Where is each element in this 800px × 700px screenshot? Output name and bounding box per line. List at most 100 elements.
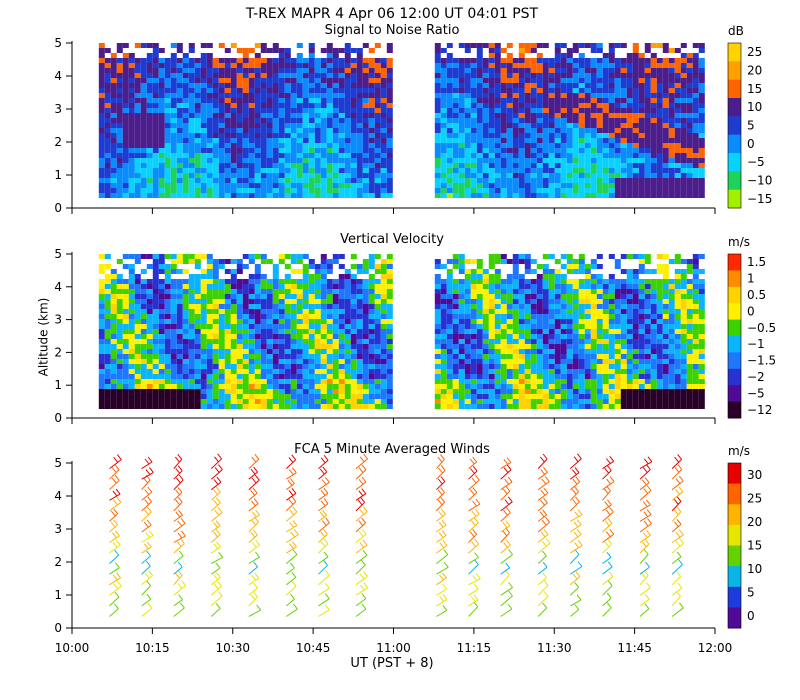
colorbar-tick-label: 5 — [747, 119, 755, 133]
y-tick-label: 3 — [54, 522, 62, 536]
x-tick-label: 10:00 — [55, 641, 90, 655]
colorbar-unit: m/s — [728, 444, 750, 458]
x-tick-label: 12:00 — [698, 641, 733, 655]
colorbar-swatch — [728, 352, 741, 370]
colorbar-tick-label: −12 — [747, 403, 772, 417]
axes-panel-2: 0 1 2 3 4 5 — [54, 456, 716, 635]
colorbar-tick-label: 25 — [747, 491, 762, 505]
x-tick-label: 11:15 — [457, 641, 492, 655]
y-tick-label: 2 — [54, 555, 62, 569]
y-tick-label: 4 — [54, 280, 62, 294]
colorbar-1: m/s 1.5 1 0.5 0 −0.5 −1 −1.5 −2 −5 −12 — [727, 235, 776, 419]
colorbar-tick-label: 1.5 — [747, 255, 766, 269]
chart-main-title: T-REX MAPR 4 Apr 06 12:00 UT 04:01 PST — [245, 6, 539, 22]
colorbar-tick-label: 20 — [747, 64, 762, 78]
colorbar-tick-label: −1 — [747, 337, 765, 351]
colorbar-swatch — [728, 607, 741, 629]
colorbar-tick-label: 0.5 — [747, 288, 766, 302]
y-tick-label: 4 — [54, 69, 62, 83]
colorbar-tick-label: −0.5 — [747, 321, 776, 335]
y-tick-label: 5 — [54, 36, 62, 50]
colorbar-tick-label: 15 — [747, 82, 762, 96]
colorbar-frame — [727, 253, 742, 419]
x-axis-label: UT (PST + 8) — [350, 656, 434, 671]
colorbar-swatch — [728, 171, 741, 191]
x-tick-label: 11:00 — [376, 641, 411, 655]
x-tick-label: 11:45 — [617, 641, 652, 655]
y-tick-label: 0 — [54, 201, 62, 215]
panel-title-snr: Signal to Noise Ratio — [324, 23, 460, 38]
colorbar-tick-label: 0 — [747, 304, 755, 318]
colorbar-tick-label: 10 — [747, 100, 762, 114]
colorbar-swatch — [728, 401, 741, 419]
colorbar-frame — [727, 462, 742, 629]
y-tick-label: 5 — [54, 247, 62, 261]
colorbar-swatch — [728, 270, 741, 288]
colorbar-swatch — [728, 545, 741, 567]
colorbar-swatch — [728, 116, 741, 136]
y-tick-label: 4 — [54, 489, 62, 503]
colorbar-swatch — [728, 463, 741, 485]
colorbar-unit: m/s — [728, 235, 750, 249]
y-tick-label: 1 — [54, 378, 62, 392]
axes-panel-0: 0 1 2 3 4 5 — [54, 36, 716, 215]
colorbar-2: m/s 30 25 20 15 10 5 0 — [727, 444, 762, 629]
heatmap-field-1 — [98, 254, 705, 409]
colorbar-swatch — [728, 336, 741, 353]
y-tick-label: 0 — [54, 411, 62, 425]
x-tick-label: 10:15 — [135, 641, 170, 655]
colorbar-swatch — [728, 286, 741, 304]
colorbar-swatch — [728, 524, 741, 546]
y-tick-label: 0 — [54, 621, 62, 635]
colorbar-swatch — [728, 586, 741, 608]
colorbar-tick-label: −5 — [747, 155, 765, 169]
axes-panel-1: 0 1 2 3 4 5 — [54, 247, 716, 425]
colorbar-swatch — [728, 254, 741, 271]
y-tick-label: 1 — [54, 588, 62, 602]
colorbar-tick-label: −10 — [747, 174, 772, 188]
colorbar-swatch — [728, 189, 741, 209]
x-tick-label: 10:30 — [215, 641, 250, 655]
colorbar-frame — [727, 42, 742, 209]
x-tick-label: 11:30 — [537, 641, 572, 655]
colorbar-swatch — [728, 303, 741, 321]
panel-title-winds: FCA 5 Minute Averaged Winds — [294, 442, 490, 457]
colorbar-swatch — [728, 504, 741, 526]
colorbar-swatch — [728, 153, 741, 172]
colorbar-tick-label: 20 — [747, 515, 762, 529]
colorbar-swatch — [728, 134, 741, 154]
colorbar-tick-label: −1.5 — [747, 354, 776, 368]
colorbar-swatch — [728, 61, 741, 81]
y-tick-label: 5 — [54, 456, 62, 470]
colorbar-swatch — [728, 385, 741, 403]
colorbar-tick-label: 25 — [747, 45, 762, 59]
colorbar-swatch — [728, 319, 741, 337]
colorbar-swatch — [728, 43, 741, 62]
colorbar-tick-label: 5 — [747, 586, 755, 600]
y-tick-label: 2 — [54, 135, 62, 149]
colorbar-tick-label: −2 — [747, 370, 765, 384]
colorbar-swatch — [728, 566, 741, 588]
panel-title-velocity: Vertical Velocity — [340, 232, 444, 247]
y-tick-label: 3 — [54, 313, 62, 327]
colorbar-tick-label: 30 — [747, 468, 762, 482]
colorbar-tick-label: 0 — [747, 137, 755, 151]
colorbar-tick-label: −5 — [747, 386, 765, 400]
colorbar-tick-label: 0 — [747, 609, 755, 623]
heatmap-field-0 — [98, 43, 705, 198]
colorbar-tick-label: −15 — [747, 192, 772, 206]
y-tick-label: 1 — [54, 168, 62, 182]
y-tick-label: 2 — [54, 345, 62, 359]
colorbar-unit: dB — [728, 24, 744, 38]
colorbar-swatch — [728, 368, 741, 386]
x-tick-label: 10:45 — [296, 641, 331, 655]
colorbar-swatch — [728, 483, 741, 505]
colorbar-swatch — [728, 79, 741, 99]
wind-barbs — [109, 453, 684, 617]
colorbar-tick-label: 15 — [747, 539, 762, 553]
y-tick-label: 3 — [54, 102, 62, 116]
colorbar-tick-label: 10 — [747, 562, 762, 576]
colorbar-tick-label: 1 — [747, 272, 755, 286]
